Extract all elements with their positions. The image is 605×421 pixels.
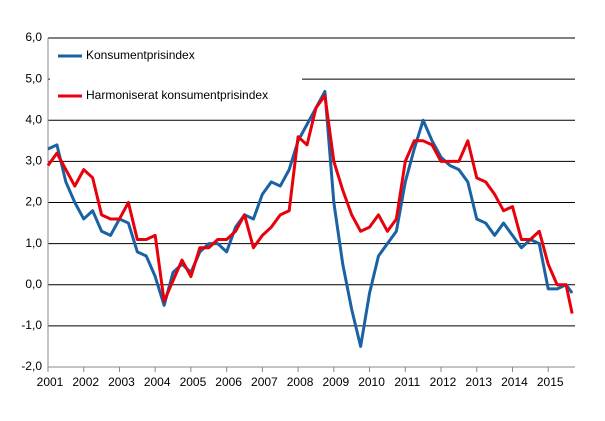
x-tick-label: 2003 — [108, 375, 135, 389]
legend-label: Konsumentprisindex — [86, 48, 195, 62]
x-tick-label: 2007 — [251, 375, 278, 389]
y-tick-label: -2,0 — [21, 359, 42, 373]
legend-box — [50, 41, 302, 111]
y-tick-label: 3,0 — [25, 154, 42, 168]
legend-label: Harmoniserat konsumentprisindex — [86, 88, 268, 102]
x-tick-label: 2012 — [430, 375, 457, 389]
x-tick-label: 2013 — [465, 375, 492, 389]
x-tick-label: 2010 — [358, 375, 385, 389]
y-tick-label: 2,0 — [25, 195, 42, 209]
x-tick-label: 2006 — [215, 375, 242, 389]
series-line — [47, 89, 574, 348]
y-tick-label: -1,0 — [21, 318, 42, 332]
x-tick-label: 2001 — [37, 375, 64, 389]
x-tick-label: 2005 — [180, 375, 207, 389]
y-tick-label: 0,0 — [25, 277, 42, 291]
y-tick-label: 5,0 — [25, 71, 42, 85]
x-tick-label: 2014 — [501, 375, 528, 389]
series-line — [46, 94, 574, 314]
x-tick-label: 2015 — [537, 375, 564, 389]
x-tick-label: 2002 — [72, 375, 99, 389]
x-tick-label: 2011 — [394, 375, 420, 389]
y-tick-label: 6,0 — [25, 30, 42, 44]
x-tick-label: 2004 — [144, 375, 171, 389]
x-tick-label: 2008 — [287, 375, 314, 389]
y-tick-label: 1,0 — [25, 236, 42, 250]
y-tick-label: 4,0 — [25, 112, 42, 126]
x-tick-label: 2009 — [322, 375, 349, 389]
